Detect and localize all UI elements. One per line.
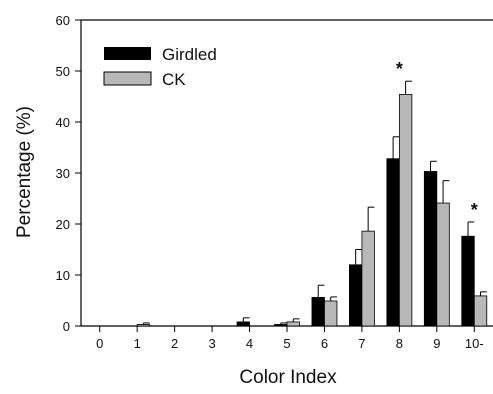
legend-swatch-ck xyxy=(103,71,152,86)
x-tick-label: 9 xyxy=(433,336,440,351)
annotations: ** xyxy=(396,59,478,220)
x-axis: 0 1 2 3 4 5 6 7 8 9 10- xyxy=(81,325,493,351)
legend-label-ck: CK xyxy=(162,70,186,89)
x-tick-label: 6 xyxy=(321,336,328,351)
error-bar-girdled-5 xyxy=(280,322,287,325)
x-tick-label: 0 xyxy=(96,336,103,351)
y-tick-label: 0 xyxy=(63,319,70,334)
y-tick-label: 40 xyxy=(56,115,70,130)
x-tick-label: 5 xyxy=(283,336,290,351)
bar-girdled-7 xyxy=(349,264,363,327)
error-bar-ck-9 xyxy=(442,180,450,204)
significance-marker: * xyxy=(471,200,478,220)
x-tick-label: 2 xyxy=(171,336,178,351)
x-tick-label: 7 xyxy=(358,336,365,351)
error-bar-girdled-9 xyxy=(430,160,437,172)
legend: Girdled CK xyxy=(103,45,217,89)
bar-girdled-10- xyxy=(461,235,475,327)
bar-ck-5 xyxy=(286,321,300,327)
legend-swatch-girdled xyxy=(104,47,151,60)
y-axis-title: Percentage (%) xyxy=(14,106,35,238)
bar-girdled-9 xyxy=(423,171,438,327)
y-tick-label: 20 xyxy=(56,217,70,232)
bar-ck-7 xyxy=(361,230,375,327)
y-tick-label: 50 xyxy=(56,64,70,79)
error-bar-girdled-8 xyxy=(392,136,400,159)
legend-label-girdled: Girdled xyxy=(162,45,217,64)
y-tick-label: 10 xyxy=(56,268,70,283)
bars xyxy=(136,94,488,327)
x-tick-label: 10- xyxy=(465,336,484,351)
bar-ck-8 xyxy=(398,94,413,327)
bar-girdled-8 xyxy=(386,158,400,327)
bar-girdled-5 xyxy=(274,324,288,327)
error-bar-ck-10- xyxy=(480,291,487,296)
x-tick-label: 8 xyxy=(396,336,403,351)
error-bar-girdled-7 xyxy=(355,249,362,265)
bar-ck-6 xyxy=(324,300,338,327)
error-bars xyxy=(142,80,487,325)
error-bar-ck-6 xyxy=(330,296,337,302)
error-bar-ck-8 xyxy=(405,80,412,95)
bar-ck-9 xyxy=(436,202,450,327)
x-axis-title: Color Index xyxy=(239,367,337,388)
y-axis: 0 10 20 30 40 50 60 xyxy=(56,13,493,334)
bar-girdled-6 xyxy=(311,297,325,327)
significance-marker: * xyxy=(396,59,403,79)
x-tick-label: 1 xyxy=(134,336,141,351)
bar-ck-1 xyxy=(136,324,151,327)
error-bar-girdled-4 xyxy=(242,317,250,322)
y-tick-label: 30 xyxy=(56,166,70,181)
bar-ck-10- xyxy=(473,295,488,327)
error-bar-ck-5 xyxy=(292,318,300,322)
error-bar-ck-7 xyxy=(367,206,375,232)
error-bar-girdled-6 xyxy=(317,284,325,298)
error-bar-ck-1 xyxy=(142,322,150,325)
x-tick-label: 3 xyxy=(208,336,215,351)
x-tick-label: 4 xyxy=(246,336,253,351)
y-tick-label: 60 xyxy=(56,13,70,28)
error-bar-girdled-10- xyxy=(467,221,475,237)
bar-girdled-4 xyxy=(236,321,250,327)
